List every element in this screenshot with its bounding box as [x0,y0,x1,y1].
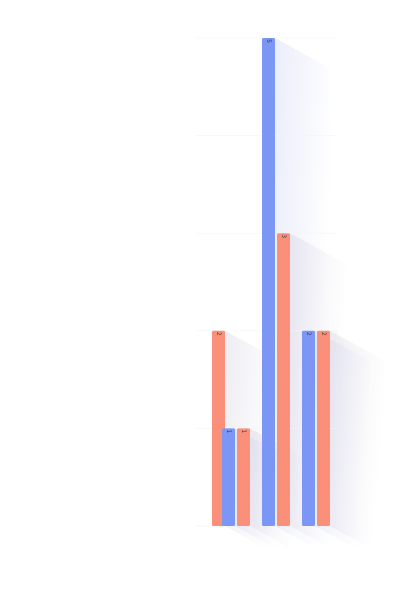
bar-value-label: 2 [215,332,222,336]
bar [302,330,315,526]
bar [222,428,235,526]
bars [212,38,330,526]
bar-shadow [330,330,385,556]
bar-value-label: 2 [305,332,312,336]
bar [237,428,250,526]
bar-value-label: 5 [265,39,272,43]
bar-value-label: 3 [280,234,287,238]
bar [212,330,225,526]
value-labels: 2 1 1 5 3 2 2 [215,39,327,433]
bar [317,330,330,526]
bar-value-label: 1 [240,429,247,433]
bar [262,38,275,526]
bar-value-label: 2 [320,332,327,336]
bar-value-label: 1 [225,429,232,433]
bar [277,233,290,526]
